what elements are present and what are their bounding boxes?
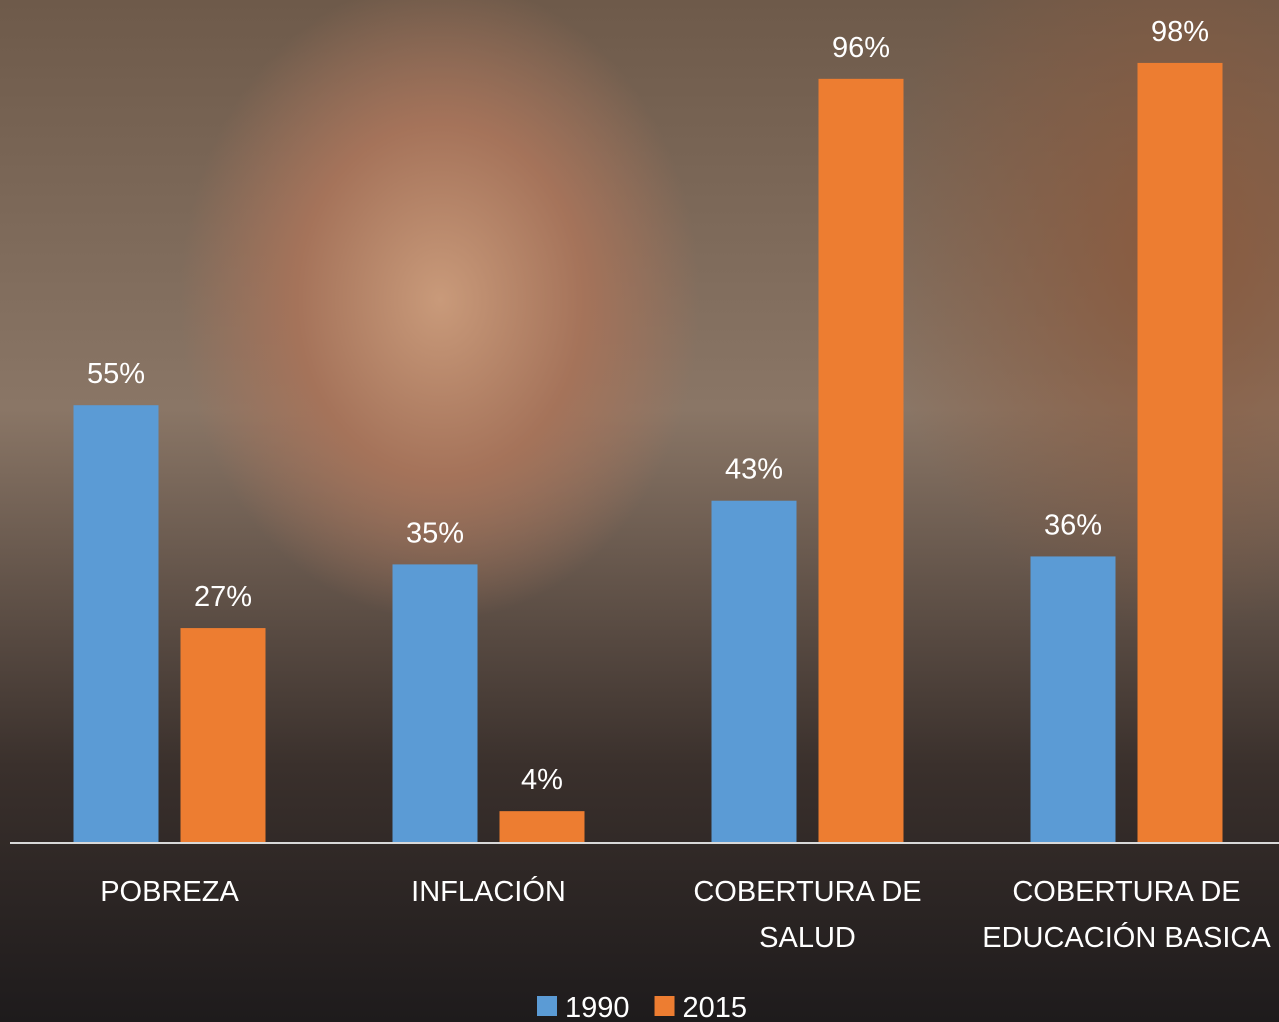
x-tick-label: INFLACIÓN xyxy=(411,876,566,908)
bar xyxy=(499,811,585,843)
value-label: 27% xyxy=(194,581,252,613)
value-label: 43% xyxy=(725,454,783,486)
value-label: 96% xyxy=(832,32,890,64)
bar xyxy=(818,78,904,844)
value-label: 36% xyxy=(1044,509,1102,541)
value-label: 35% xyxy=(406,517,464,549)
bar xyxy=(711,500,797,843)
value-label: 4% xyxy=(521,764,563,796)
bar xyxy=(392,564,478,843)
legend-label: 1990 xyxy=(565,992,630,1022)
legend-swatch xyxy=(537,996,557,1016)
legend-swatch xyxy=(654,996,675,1016)
x-tick-label: POBREZA xyxy=(100,876,239,908)
bar xyxy=(1137,62,1223,844)
bar xyxy=(73,405,159,843)
bar xyxy=(180,628,266,843)
legend-label: 2015 xyxy=(683,992,748,1022)
x-tick-label: COBERTURA DE EDUCACIÓN BASICA xyxy=(982,876,1271,954)
value-label: 55% xyxy=(87,358,145,390)
value-label: 98% xyxy=(1151,16,1209,48)
bar xyxy=(1030,556,1116,843)
x-tick-label: COBERTURA DE SALUD xyxy=(693,876,922,954)
